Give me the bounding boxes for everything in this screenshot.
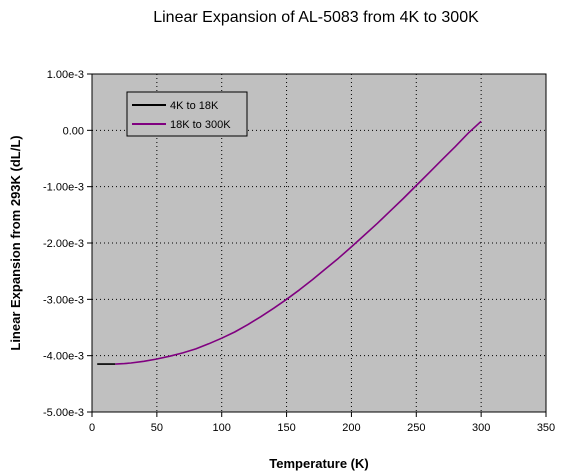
- legend: 4K to 18K 18K to 300K: [126, 91, 248, 137]
- y-tick-label: -1.00e-3: [43, 182, 84, 194]
- x-tick-label: 350: [537, 422, 555, 434]
- x-tick-label: 0: [89, 422, 95, 434]
- x-tick-label: 300: [472, 422, 490, 434]
- y-tick-label: -5.00e-3: [43, 407, 84, 419]
- y-tick-label: 0.00: [63, 125, 84, 137]
- y-tick-label: -3.00e-3: [43, 294, 84, 306]
- series-line-1: [115, 120, 482, 365]
- legend-box: [126, 91, 248, 137]
- x-tick-label: 150: [277, 422, 295, 434]
- x-tick-label: 50: [151, 422, 163, 434]
- x-tick-label: 100: [213, 422, 231, 434]
- chart-title: Linear Expansion of AL-5083 from 4K to 3…: [153, 9, 479, 26]
- legend-label-18k-300k: 18K to 300K: [170, 119, 231, 131]
- x-tick-label: 250: [407, 422, 425, 434]
- y-tick-label: -4.00e-3: [43, 351, 84, 363]
- x-axis-title: Temperature (K): [269, 456, 368, 471]
- legend-label-4k-18k: 4K to 18K: [170, 100, 219, 112]
- y-axis-title: Linear Expansion from 293K (dL/L): [8, 135, 23, 350]
- axis-ticks: 0 50 100 150 200 250 300 350 1.00e-3 0.00 -1.00e-3…: [43, 69, 555, 434]
- y-tick-label: -2.00e-3: [43, 238, 84, 250]
- series-lines: [97, 120, 482, 365]
- y-tick-label: 1.00e-3: [47, 69, 84, 81]
- x-tick-label: 200: [342, 422, 360, 434]
